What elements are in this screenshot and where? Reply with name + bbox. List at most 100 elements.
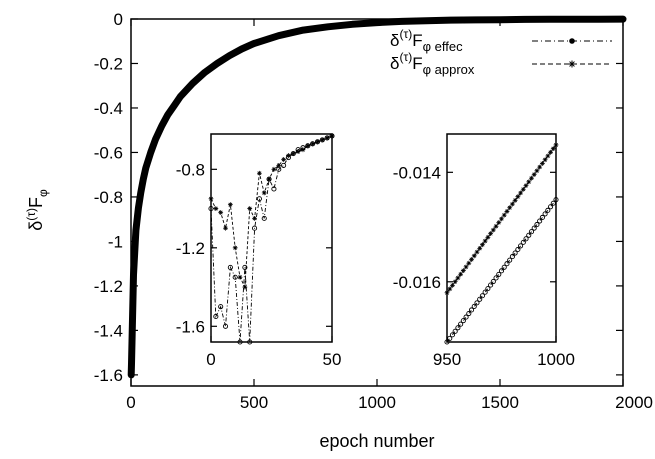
inset-data-point (515, 246, 521, 253)
inset-x-tick-label: 950 (433, 350, 461, 369)
y-axis-label-tail: F (26, 197, 46, 208)
inset-y-tick-label: -0.016 (393, 273, 441, 292)
inset-data-point (447, 286, 453, 292)
x-axis-label: epoch number (319, 431, 434, 451)
inset-data-point (444, 339, 450, 345)
inset-data-point (537, 218, 543, 224)
inset-data-point (256, 196, 262, 202)
inset-y-tick-label: -1.6 (176, 317, 205, 336)
inset-data-point (466, 260, 472, 266)
legend-label: δ(τ)Fφ approx (390, 50, 475, 77)
inset-data-point (526, 179, 532, 185)
inset-data-point (227, 202, 233, 208)
inset-data-point (531, 225, 537, 231)
inset-data-point (526, 232, 532, 238)
inset-data-point (474, 249, 480, 255)
data-point (226, 52, 233, 59)
inset-data-point (553, 142, 559, 148)
y-axis-label-sup: (τ) (24, 208, 38, 221)
inset-data-point (290, 151, 296, 157)
inset-data-point (528, 229, 535, 235)
data-point (300, 27, 307, 33)
inset-data-point (553, 197, 559, 203)
y-tick-label: -0.8 (94, 188, 123, 207)
inset-data-point (482, 289, 488, 295)
inset-data-point (507, 257, 513, 263)
inset-data-point (548, 204, 554, 210)
data-point (129, 316, 136, 323)
data-point (202, 69, 208, 76)
data-point (138, 189, 144, 196)
inset-data-point (281, 157, 286, 162)
inset-data-point (518, 243, 524, 249)
y-axis-label-sub: φ (36, 189, 50, 197)
inset-x-tick-label: 0 (206, 350, 215, 369)
legend-label-sup: (τ) (399, 50, 412, 64)
data-point (546, 16, 552, 23)
inset-data-point (271, 166, 277, 172)
data-point (130, 294, 136, 300)
data-point (448, 17, 454, 23)
inset-data-point (450, 282, 455, 288)
inset-data-point (463, 314, 469, 320)
inset-data-point (452, 279, 458, 285)
data-point (131, 249, 138, 256)
inset-data-point (537, 164, 543, 170)
inset-data-point (315, 139, 320, 145)
data-point (177, 94, 183, 100)
y-axis-label-main: δ (26, 221, 46, 231)
inset-data-point (493, 223, 499, 229)
inset-data-point (474, 300, 480, 306)
inset-data-point (213, 313, 219, 320)
inset-data-point (520, 239, 526, 245)
inset-data-point (455, 275, 461, 281)
data-point (398, 18, 405, 25)
data-point (133, 227, 139, 234)
legend-label-main: δ (390, 54, 399, 73)
inset-y-tick-label: -0.8 (176, 160, 205, 179)
inset-data-point (252, 225, 258, 231)
x-tick-label: 1000 (358, 393, 396, 412)
data-point (423, 17, 430, 24)
inset-data-point (218, 210, 224, 215)
inset-data-point (539, 161, 545, 166)
inset-data-point (471, 253, 477, 259)
x-tick-label: 500 (240, 393, 268, 412)
legend-marker (569, 38, 575, 44)
inset-data-point (455, 325, 461, 331)
data-point (189, 80, 196, 87)
inset-data-point (458, 321, 464, 327)
data-point (128, 372, 135, 378)
inset-data-point (452, 328, 458, 334)
data-point (251, 40, 257, 47)
y-tick-label: -1.6 (94, 366, 123, 385)
inset-data-point (232, 274, 238, 280)
inset-data-point (499, 216, 504, 222)
inset-data-point (509, 254, 515, 260)
data-point (497, 16, 503, 23)
inset-data-point (468, 307, 475, 313)
inset-data-point (518, 190, 523, 196)
legend-label-main: δ (390, 31, 399, 50)
inset-data-point (531, 172, 537, 177)
inset-data-point (485, 234, 491, 240)
data-point (325, 23, 331, 30)
inset-data-point (222, 323, 229, 329)
inset-data-point (523, 236, 529, 242)
inset-data-point (488, 282, 494, 288)
inset-data-point (482, 238, 488, 244)
data-point (238, 46, 245, 52)
inset-data-point (529, 175, 534, 181)
inset-data-point (460, 268, 466, 273)
data-point (147, 149, 154, 156)
inset-series-line (210, 135, 333, 289)
inset-data-point (485, 286, 491, 292)
inset-data-point (223, 225, 228, 231)
y-axis-label: δ(τ)Fφ (24, 189, 50, 231)
inset-data-point (490, 278, 496, 285)
inset-data-point (493, 275, 499, 281)
data-point (142, 165, 149, 171)
inset-data-point (550, 200, 556, 206)
inset-data-point (261, 190, 267, 196)
data-point (129, 338, 135, 345)
